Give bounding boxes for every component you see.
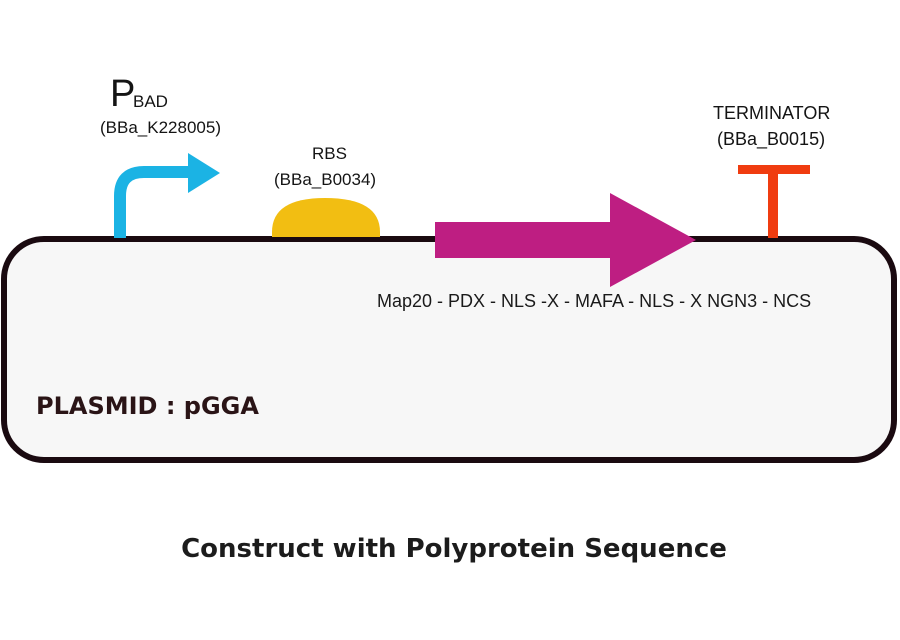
rbs-name: RBS (312, 144, 347, 163)
terminator-icon (738, 165, 810, 238)
terminator-part-id: (BBa_B0015) (717, 129, 826, 149)
rbs-part-id: (BBa_B0034) (274, 170, 377, 189)
diagram-caption: Construct with Polyprotein Sequence (181, 534, 727, 564)
cds-sequence-label: Map20 - PDX - NLS -X - MAFA - NLS - X NG… (377, 291, 812, 311)
promoter-part-id: (BBa_K228005) (100, 118, 221, 137)
plasmid-label: PLASMID : pGGA (36, 392, 259, 420)
plasmid-backbone (1, 236, 897, 463)
promoter-subscript: BAD (133, 92, 168, 111)
promoter-letter: P (110, 73, 136, 115)
promoter-icon (114, 153, 220, 238)
rbs-icon (272, 198, 380, 237)
terminator-name: TERMINATOR (713, 103, 831, 123)
cds-arrow-icon (435, 193, 696, 287)
